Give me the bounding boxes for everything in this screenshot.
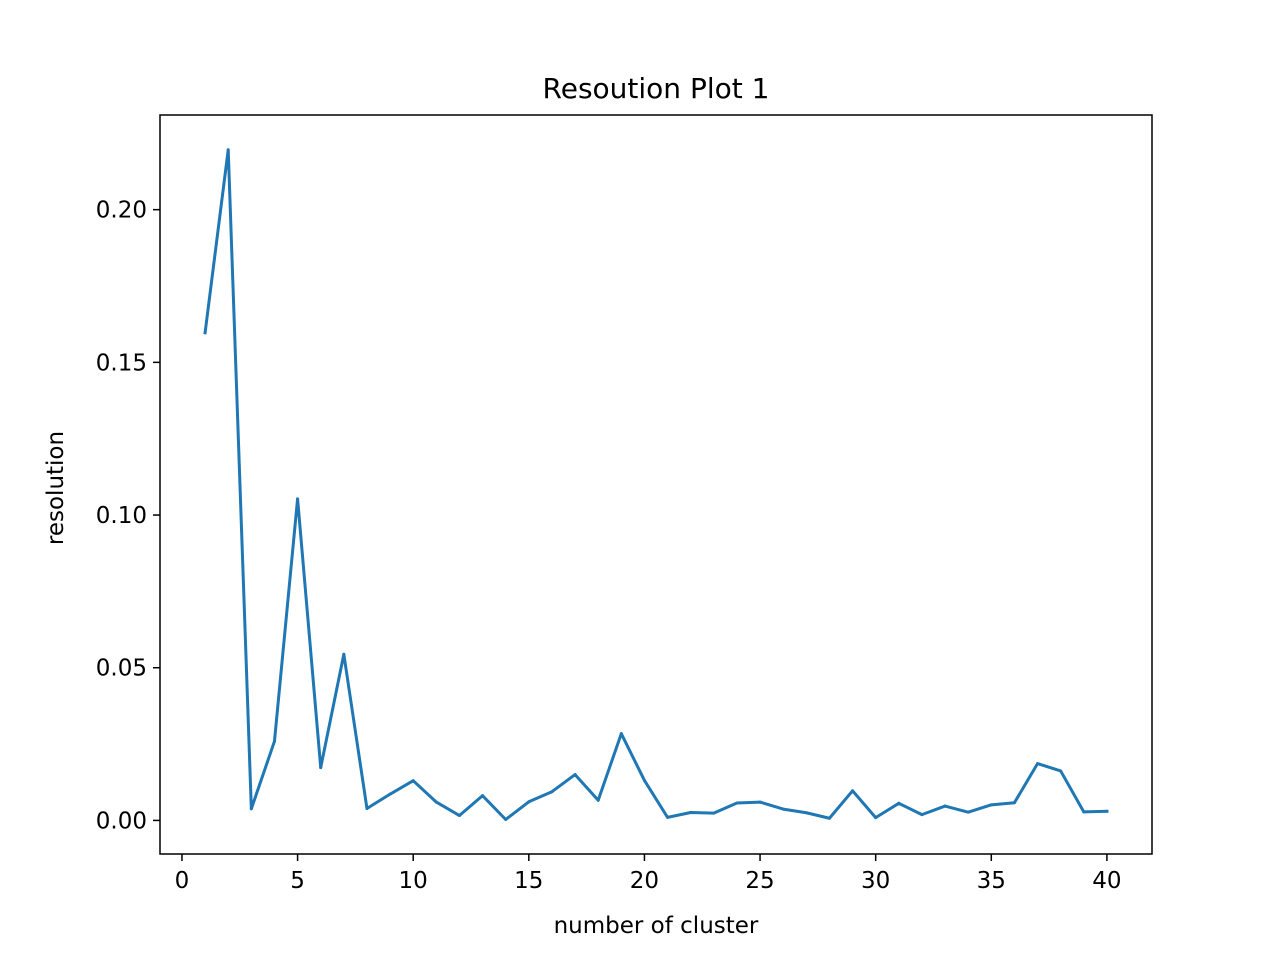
y-tick-label: 0.10 — [96, 503, 147, 529]
data-point — [203, 331, 207, 335]
data-point — [897, 801, 901, 805]
data-point — [388, 792, 392, 796]
data-point — [989, 803, 993, 807]
data-point — [1036, 762, 1040, 766]
data-point — [527, 800, 531, 804]
data-point — [411, 779, 415, 783]
series-layer — [203, 148, 1109, 821]
x-tick-label: 20 — [630, 868, 659, 894]
series-line — [203, 148, 1109, 821]
data-point — [619, 732, 623, 736]
data-point — [319, 766, 323, 770]
data-point — [249, 807, 253, 811]
data-point — [874, 816, 878, 820]
x-tick-label: 10 — [399, 868, 428, 894]
plot-frame — [159, 114, 1153, 855]
data-point — [596, 798, 600, 802]
data-point — [342, 652, 346, 656]
data-point — [943, 804, 947, 808]
y-tick-label: 0.15 — [96, 350, 147, 376]
x-axis-title: number of cluster — [554, 913, 759, 939]
data-point — [550, 790, 554, 794]
data-point — [434, 800, 438, 804]
data-point — [272, 739, 276, 743]
data-point — [457, 814, 461, 818]
data-point — [851, 789, 855, 793]
data-point — [781, 807, 785, 811]
data-point — [966, 810, 970, 814]
data-point — [712, 811, 716, 815]
data-point — [689, 810, 693, 814]
data-point — [920, 813, 924, 817]
data-point — [666, 815, 670, 819]
data-point — [226, 148, 230, 152]
x-tick-label: 5 — [290, 868, 305, 894]
y-axis-title: resolution — [43, 431, 69, 545]
data-point — [1059, 769, 1063, 773]
data-point — [481, 794, 485, 798]
data-point — [758, 800, 762, 804]
data-point — [1082, 810, 1086, 814]
y-tick-label: 0.20 — [96, 198, 147, 224]
data-point — [827, 816, 831, 820]
chart-title: Resoution Plot 1 — [543, 72, 770, 105]
data-point — [296, 497, 300, 501]
data-point — [365, 807, 369, 810]
x-tick-label: 15 — [514, 868, 543, 894]
x-tick-label: 35 — [977, 868, 1006, 894]
y-tick-label: 0.00 — [96, 808, 147, 834]
x-tick-label: 30 — [861, 868, 890, 894]
x-tick-label: 25 — [745, 868, 774, 894]
data-point — [504, 817, 508, 821]
data-point — [573, 773, 577, 777]
data-point — [1012, 801, 1016, 805]
y-tick-label: 0.05 — [96, 656, 147, 682]
data-point — [642, 778, 646, 782]
ticks-layer: 0 5 10 15 20 25 30 35 40 0.00 0.05 0.10 0.15 0.20 — [96, 198, 1122, 894]
data-point — [735, 801, 739, 805]
x-tick-label: 40 — [1092, 868, 1121, 894]
data-point — [1105, 809, 1109, 813]
data-point — [804, 811, 808, 815]
x-tick-label: 0 — [175, 868, 190, 894]
